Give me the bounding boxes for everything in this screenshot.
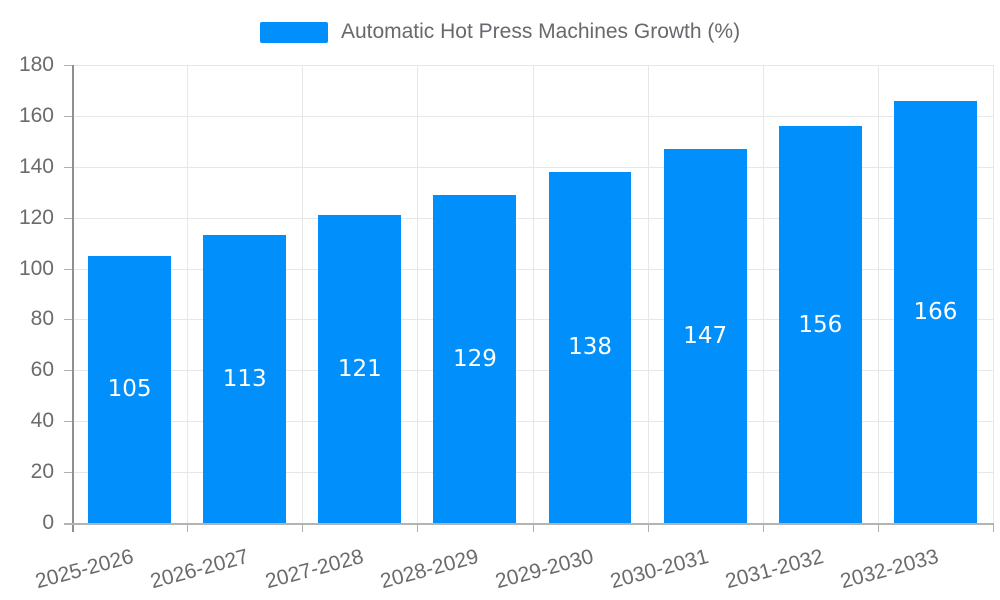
bar-value-label: 147 (683, 322, 728, 349)
gridline-vertical (417, 65, 419, 523)
y-axis-label: 60 (30, 358, 54, 382)
y-axis-tick (64, 421, 72, 423)
legend-label: Automatic Hot Press Machines Growth (%) (340, 20, 741, 43)
y-axis-label: 160 (18, 103, 54, 127)
bar-2030-2031[interactable]: 147 (663, 148, 747, 523)
y-axis-line (72, 65, 74, 532)
gridline-vertical (532, 65, 534, 523)
bar-2027-2028[interactable]: 121 (318, 215, 402, 523)
gridline-vertical (187, 65, 189, 523)
x-axis-tick (417, 523, 419, 532)
bar-2028-2029[interactable]: 129 (433, 194, 517, 523)
y-axis-tick (64, 472, 72, 474)
x-axis-label: 2026-2027 (147, 545, 251, 594)
bar-2025-2026[interactable]: 105 (88, 255, 171, 523)
bar-value-label: 156 (798, 311, 843, 338)
y-axis-tick (64, 217, 72, 219)
gridline-vertical (877, 65, 879, 523)
gridline-vertical (993, 65, 994, 523)
bar-2029-2030[interactable]: 138 (548, 171, 632, 523)
x-axis-tick (647, 523, 649, 532)
x-axis-label: 2025-2026 (32, 545, 136, 594)
y-axis-tick (64, 65, 72, 66)
y-axis-label: 80 (30, 307, 54, 331)
x-axis-label: 2031-2032 (723, 545, 827, 594)
y-axis-label: 0 (42, 511, 54, 534)
y-axis-tick (64, 319, 72, 321)
bar-value-label: 105 (107, 376, 152, 403)
x-axis-tick (187, 523, 189, 532)
x-axis-tick (762, 523, 764, 532)
bar-value-label: 129 (452, 345, 497, 372)
gridline-vertical (647, 65, 649, 523)
bar-2031-2032[interactable]: 156 (778, 126, 862, 523)
gridline-vertical (762, 65, 764, 523)
legend[interactable]: Automatic Hot Press Machines Growth (%) (0, 20, 1000, 44)
y-axis-tick (64, 166, 72, 168)
y-axis-tick (64, 370, 72, 372)
bar-value-label: 121 (337, 356, 382, 383)
x-axis-tick (877, 523, 879, 532)
x-axis-label: 2030-2031 (608, 545, 712, 594)
x-axis-label: 2032-2033 (838, 545, 942, 594)
bar-2032-2033[interactable]: 166 (893, 100, 977, 523)
bar-value-label: 138 (568, 334, 612, 361)
y-axis-label: 180 (18, 53, 54, 76)
bar-2026-2027[interactable]: 113 (203, 235, 287, 523)
x-axis-label: 2028-2029 (377, 545, 481, 594)
y-axis-tick (64, 115, 72, 117)
x-axis-label: 2027-2028 (262, 545, 366, 594)
gridline-vertical (302, 65, 304, 523)
legend-swatch-icon (259, 21, 328, 43)
y-axis-label: 40 (30, 409, 54, 433)
x-axis-tick (993, 523, 994, 532)
x-axis-label: 2029-2030 (493, 545, 597, 594)
x-axis-tick (302, 523, 304, 532)
y-axis-tick (64, 268, 72, 270)
y-axis-label: 140 (18, 154, 54, 178)
x-axis-tick (532, 523, 534, 532)
y-axis-label: 120 (18, 205, 54, 229)
y-axis-label: 20 (30, 460, 54, 484)
x-axis-line (64, 523, 993, 525)
bar-value-label: 113 (222, 366, 267, 393)
y-axis-label: 100 (18, 256, 54, 280)
bar-value-label: 166 (913, 298, 958, 325)
